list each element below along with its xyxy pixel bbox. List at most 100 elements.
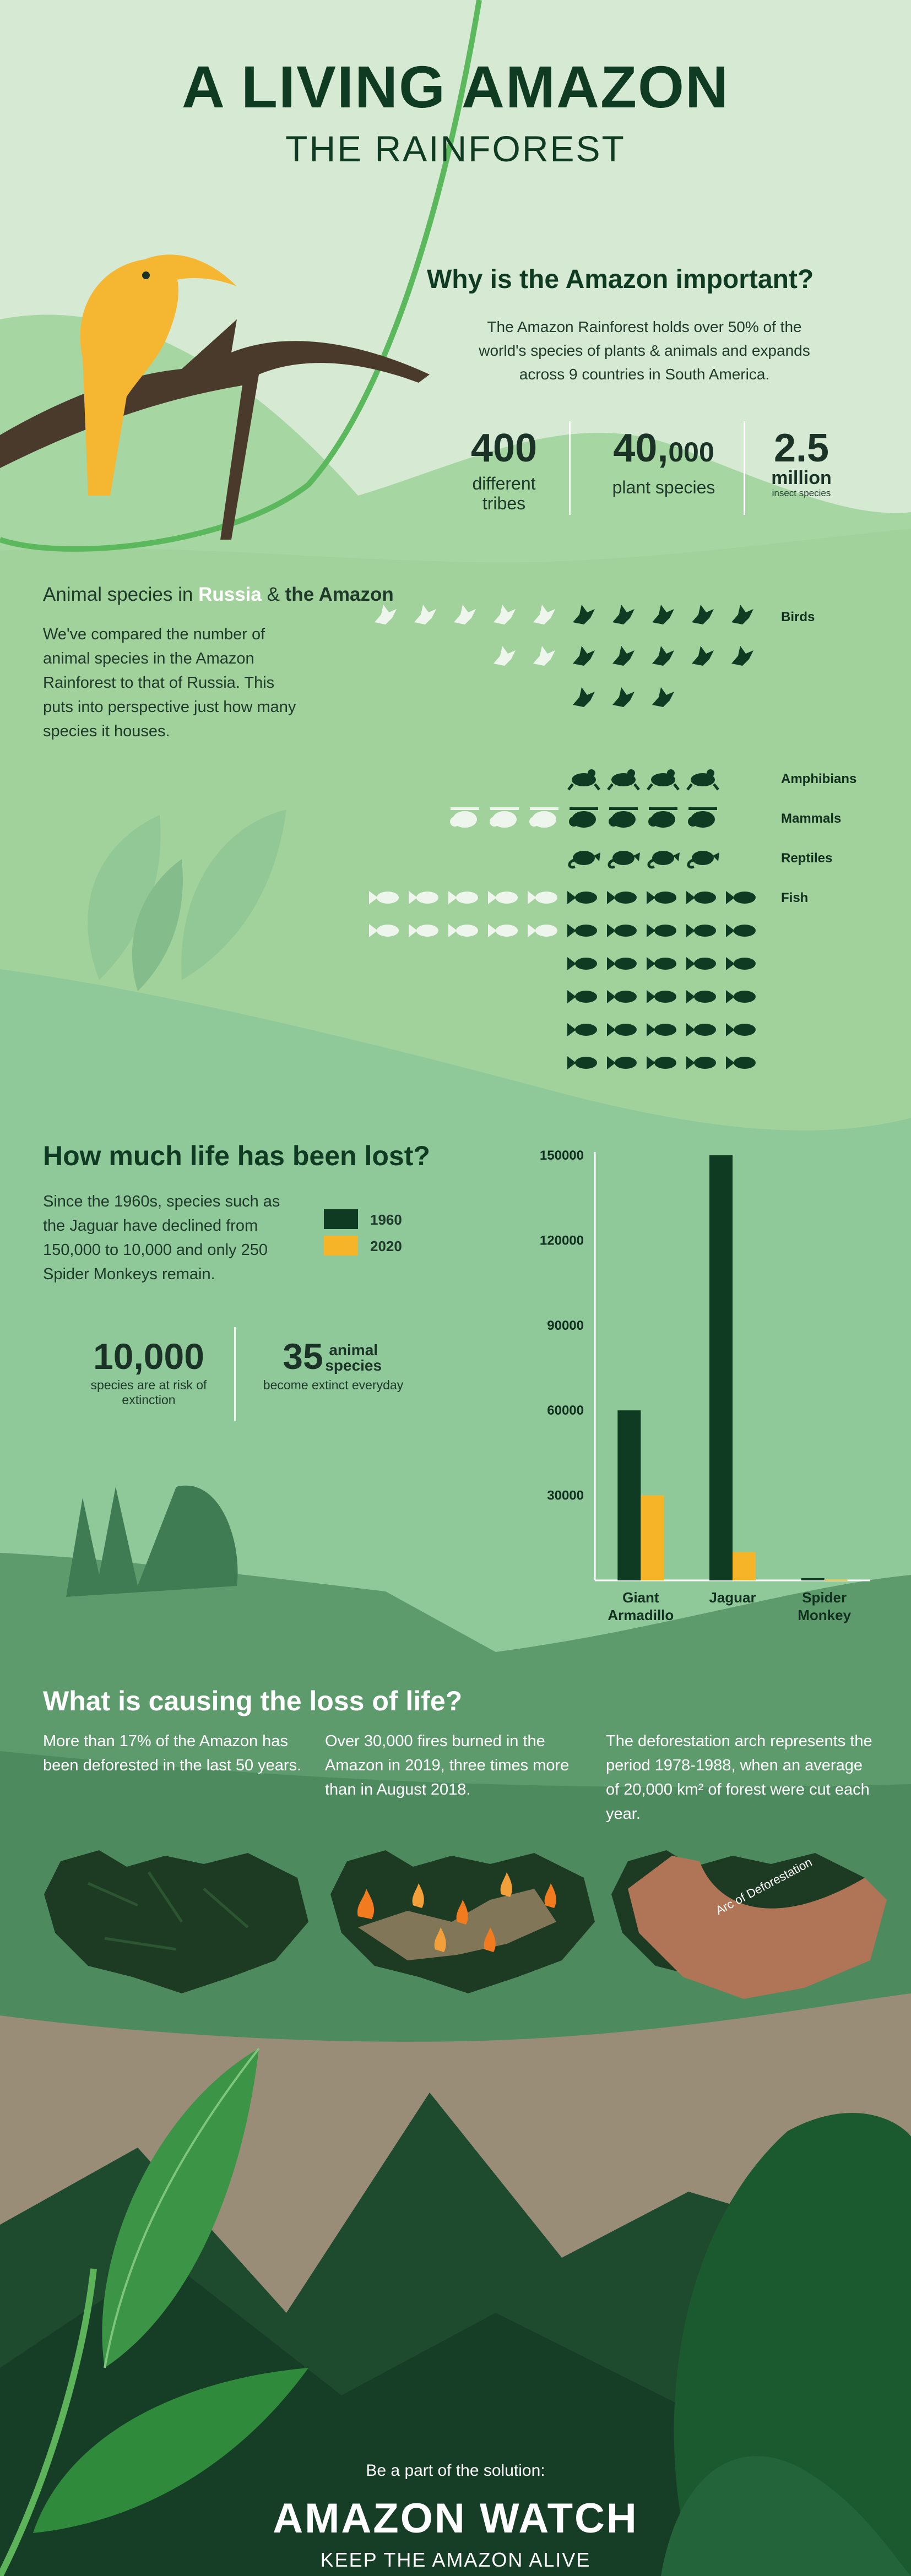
y-tick-label: 90000 [547, 1318, 584, 1333]
stat-plants-label: plant species [612, 477, 715, 497]
fish-icon [607, 990, 637, 1003]
fish-icon [726, 957, 756, 970]
sloth-icon [529, 807, 558, 828]
fish-icon [567, 1056, 597, 1069]
fish-icon [567, 1023, 597, 1036]
fish-icon [726, 924, 756, 937]
stat-tribes-value: 400 [470, 426, 538, 470]
fish-icon [726, 891, 756, 904]
fish-icon [567, 990, 597, 1003]
fish-icon [369, 891, 399, 904]
bird-icon [612, 646, 635, 666]
legend-swatch-2020 [324, 1236, 358, 1256]
frog-icon [607, 769, 640, 791]
sloth-icon [609, 807, 638, 828]
bar-1960 [801, 1578, 825, 1580]
species-label-mammals: Mammals [781, 811, 841, 826]
bird-icon [494, 646, 516, 666]
legend-swatch-1960 [324, 1209, 358, 1229]
stat-extinct-unit: animal species [325, 1341, 382, 1374]
fish-icon [647, 957, 676, 970]
bird-icon [375, 605, 397, 624]
bird-icon [573, 646, 595, 666]
sloth-icon [688, 807, 717, 828]
species-heading-russia: Russia [198, 584, 262, 605]
bar-1960 [617, 1410, 641, 1580]
stat-divider [744, 421, 745, 515]
bird-icon [573, 605, 595, 624]
stat-at-risk: 10,000 species are at risk of extinction [77, 1338, 220, 1407]
x-category-label: Spider [802, 1589, 847, 1606]
legend-label-1960: 1960 [370, 1211, 402, 1228]
species-row-fish [369, 891, 756, 1069]
stat-insects-value: 2.5 [773, 426, 829, 470]
species-label-amphibians: Amphibians [781, 771, 856, 786]
bird-icon [652, 646, 674, 666]
frog-icon [567, 769, 600, 791]
fish-icon [409, 891, 438, 904]
bar-2020 [641, 1495, 664, 1580]
chameleon-icon [608, 851, 640, 869]
bird-icon [731, 646, 753, 666]
fish-icon [647, 1056, 676, 1069]
species-row-mammals [450, 807, 717, 828]
species-label-reptiles: Reptiles [781, 851, 832, 866]
footer-brand[interactable]: AMAZON WATCH [273, 2495, 638, 2542]
bird-icon [612, 605, 635, 624]
bird-icon [692, 605, 714, 624]
fish-icon [528, 891, 557, 904]
y-tick-label: 60000 [547, 1403, 584, 1418]
species-row-reptiles [568, 851, 719, 869]
fish-icon [607, 1056, 637, 1069]
cause-fires-text: Over 30,000 fires burned in the Amazon i… [325, 1732, 570, 1798]
sloth-icon [648, 807, 677, 828]
bird-icon [533, 646, 555, 666]
species-heading-amp: & [261, 584, 285, 605]
footer-cta: Be a part of the solution: [366, 2461, 545, 2480]
fish-icon [726, 1056, 756, 1069]
page-title: A LIVING AMAZON [182, 53, 729, 120]
population-bar-chart: 150000 120000 90000 60000 30000 GiantArmadill… [540, 1148, 870, 1623]
species-text: We've compared the number of animal spec… [43, 626, 296, 740]
fish-icon [567, 957, 597, 970]
frog-icon [647, 769, 680, 791]
cause-arc-text: The deforestation arch represents the pe… [606, 1732, 872, 1823]
bird-icon [652, 605, 674, 624]
footer-tagline: KEEP THE AMAZON ALIVE [320, 2548, 591, 2571]
species-label-fish: Fish [781, 890, 808, 905]
species-label-birds: Birds [781, 610, 815, 624]
bird-icon [414, 605, 436, 624]
stat-insects-label: insect species [772, 488, 831, 498]
stat-at-risk-value: 10,000 [93, 1336, 204, 1377]
fish-icon [409, 924, 438, 937]
fish-icon [528, 924, 557, 937]
fish-icon [567, 891, 597, 904]
x-category-label: Jaguar [709, 1589, 756, 1606]
fish-icon [647, 924, 676, 937]
fish-icon [647, 990, 676, 1003]
bird-icon [692, 646, 714, 666]
bird-icon [612, 687, 635, 707]
fish-icon [369, 924, 399, 937]
fish-icon [567, 924, 597, 937]
amazon-map-deforested [44, 1850, 308, 1993]
cause-deforestation-text: More than 17% of the Amazon has been def… [43, 1732, 302, 1774]
fish-icon [686, 891, 716, 904]
species-icon-grid: Birds Amphibians Mammals Reptiles Fish [369, 605, 856, 1069]
bird-icon [494, 605, 516, 624]
amazon-map-fires [330, 1850, 595, 1993]
species-row-birds [375, 605, 753, 707]
fish-icon [686, 1023, 716, 1036]
sloth-icon [569, 807, 598, 828]
species-row-amphibians [567, 769, 719, 791]
fish-icon [686, 1056, 716, 1069]
fish-icon [607, 924, 637, 937]
fish-icon [607, 1023, 637, 1036]
bar-2020 [733, 1552, 756, 1580]
fish-icon [488, 891, 518, 904]
fish-icon [686, 924, 716, 937]
y-tick-label: 30000 [547, 1488, 584, 1503]
bar-2020 [824, 1579, 848, 1581]
fish-icon [647, 1023, 676, 1036]
